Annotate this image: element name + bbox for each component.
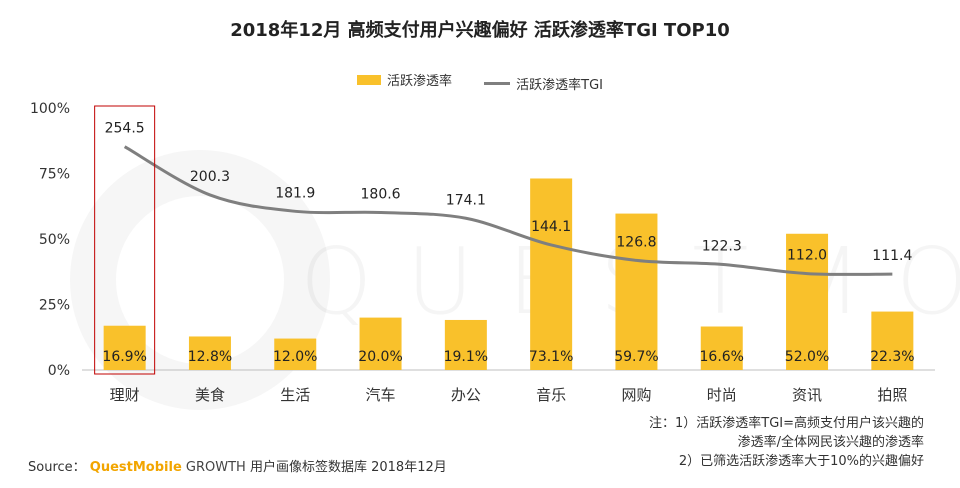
x-tick-label: 网购	[621, 386, 651, 404]
bar-value-label: 19.1%	[444, 349, 488, 365]
bar	[786, 233, 829, 370]
line-value-label: 112.0	[787, 248, 827, 264]
chart-title: 2018年12月 高频支付用户兴趣偏好 活跃渗透率TGI TOP10	[230, 20, 730, 41]
bar-value-label: 52.0%	[785, 349, 829, 365]
footnote-line-3: 2）已筛选活跃渗透率大于10%的兴趣偏好	[678, 454, 924, 469]
legend: 活跃渗透率 活跃渗透率TGI	[0, 70, 960, 93]
line-value-label: 174.1	[446, 192, 486, 208]
bar-value-label: 12.8%	[188, 349, 232, 365]
source-rest: 用户画像标签数据库 2018年12月	[249, 460, 447, 475]
legend-line-swatch	[484, 81, 511, 85]
x-tick-label: 汽车	[366, 386, 396, 404]
line-value-label: 181.9	[275, 185, 315, 201]
line-value-label: 144.1	[531, 219, 571, 235]
bar-value-label: 59.7%	[614, 349, 658, 365]
line-value-label: 180.6	[361, 186, 401, 202]
y-tick-label: 75%	[39, 167, 70, 183]
x-tick-label: 拍照	[877, 386, 907, 404]
footnote-line-1: 注：1）活跃渗透率TGI=高频支付用户该兴趣的	[648, 416, 924, 431]
bar	[615, 213, 658, 370]
line-value-label: 126.8	[616, 234, 656, 250]
y-tick-label: 100%	[30, 101, 70, 117]
source-brand: QuestMobile	[89, 460, 182, 475]
bar-value-label: 16.9%	[102, 349, 146, 365]
bar	[700, 326, 743, 370]
y-tick-label: 25%	[39, 298, 70, 314]
bar	[359, 317, 402, 370]
bar	[103, 325, 146, 370]
line-value-label: 254.5	[105, 121, 145, 137]
bar	[871, 311, 914, 370]
x-tick-label: 办公	[451, 386, 481, 404]
legend-item-line: 活跃渗透率TGI	[484, 74, 603, 93]
bar-value-label: 20.0%	[358, 349, 402, 365]
bar-value-label: 16.6%	[700, 349, 744, 365]
x-tick-label: 理财	[110, 386, 140, 404]
y-tick-label: 0%	[48, 363, 70, 379]
bar	[188, 336, 231, 370]
x-tick-label: 时尚	[707, 386, 737, 404]
footnote: 注：1）活跃渗透率TGI=高频支付用户该兴趣的 渗透率/全体网民该兴趣的渗透率 …	[649, 414, 924, 471]
source-line: Source： QuestMobile GROWTH 用户画像标签数据库 201…	[28, 456, 447, 475]
bar	[530, 178, 573, 370]
legend-line-label: 活跃渗透率TGI	[516, 77, 603, 93]
line-value-label: 111.4	[872, 248, 912, 264]
line-value-label: 200.3	[190, 169, 230, 185]
bar-value-label: 12.0%	[273, 349, 317, 365]
bar-value-label: 73.1%	[529, 349, 573, 365]
x-tick-label: 美食	[195, 386, 225, 404]
bar	[444, 319, 487, 370]
bar	[274, 338, 317, 370]
tgi-line	[123, 145, 893, 276]
x-tick-label: 音乐	[536, 386, 566, 404]
y-tick-label: 50%	[39, 232, 70, 248]
x-tick-label: 生活	[280, 386, 310, 404]
highlight-box	[94, 105, 156, 375]
legend-bar-label: 活跃渗透率	[386, 74, 452, 89]
legend-bar-swatch	[356, 74, 381, 85]
line-value-label: 122.3	[702, 238, 742, 254]
footnote-line-2: 渗透率/全体网民该兴趣的渗透率	[737, 435, 924, 450]
source-prefix: Source：	[28, 460, 86, 475]
legend-item-bar: 活跃渗透率	[356, 70, 452, 89]
x-tick-label: 资讯	[792, 386, 822, 404]
source-growth: GROWTH	[185, 460, 246, 475]
bar-value-label: 22.3%	[870, 349, 914, 365]
